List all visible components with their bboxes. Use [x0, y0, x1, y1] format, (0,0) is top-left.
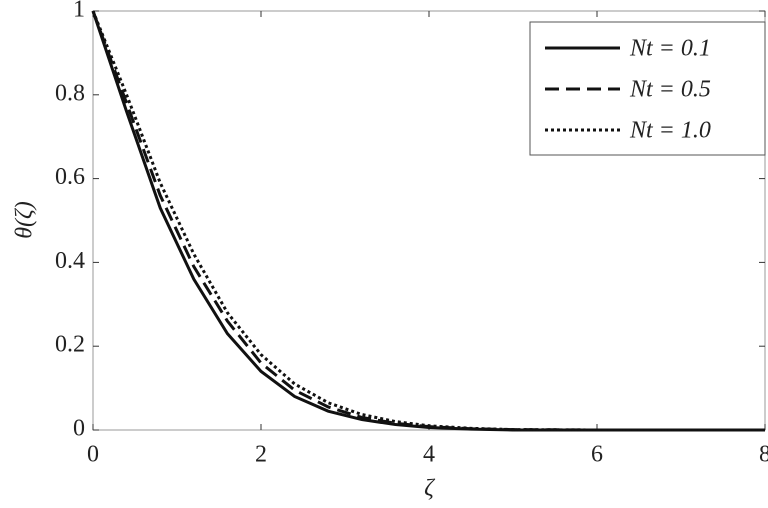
x-tick-label: 6	[591, 442, 603, 468]
x-tick-label: 0	[87, 442, 99, 468]
x-axis-label: ζ	[424, 476, 436, 502]
data-line	[91, 10, 765, 432]
legend-label: Nt = 1.0	[629, 118, 711, 144]
x-tick-label: 4	[423, 442, 435, 468]
y-tick-label: 0	[73, 416, 85, 442]
y-axis-label: θ(ζ)	[12, 201, 38, 239]
legend-label: Nt = 0.1	[629, 36, 711, 62]
x-tick-label: 2	[255, 442, 267, 468]
y-tick-label: 0.4	[55, 248, 85, 274]
y-tick-label: 0.6	[55, 164, 85, 190]
legend-label: Nt = 0.5	[629, 77, 711, 103]
x-tick-label: 8	[759, 442, 768, 468]
y-tick-label: 1	[73, 0, 85, 23]
y-tick-label: 0.2	[55, 332, 85, 358]
y-tick-label: 0.8	[55, 80, 85, 106]
